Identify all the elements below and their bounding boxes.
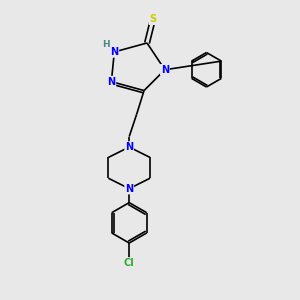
Text: N: N bbox=[161, 65, 169, 75]
Text: S: S bbox=[149, 14, 157, 24]
Text: N: N bbox=[125, 142, 133, 152]
Text: N: N bbox=[125, 184, 133, 194]
Text: N: N bbox=[110, 47, 118, 57]
Text: N: N bbox=[107, 76, 116, 87]
Text: Cl: Cl bbox=[124, 258, 135, 268]
Text: H: H bbox=[102, 40, 110, 49]
